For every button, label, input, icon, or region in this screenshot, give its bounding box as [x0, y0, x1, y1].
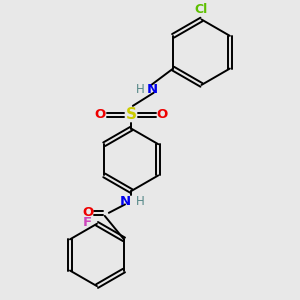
Text: O: O — [82, 206, 93, 219]
Text: F: F — [83, 216, 92, 229]
Text: H: H — [136, 83, 144, 96]
Text: Cl: Cl — [195, 3, 208, 16]
Text: O: O — [157, 108, 168, 121]
Text: N: N — [147, 83, 158, 96]
Text: N: N — [120, 195, 131, 208]
Text: O: O — [94, 108, 106, 121]
Text: S: S — [126, 107, 137, 122]
Text: H: H — [136, 195, 144, 208]
